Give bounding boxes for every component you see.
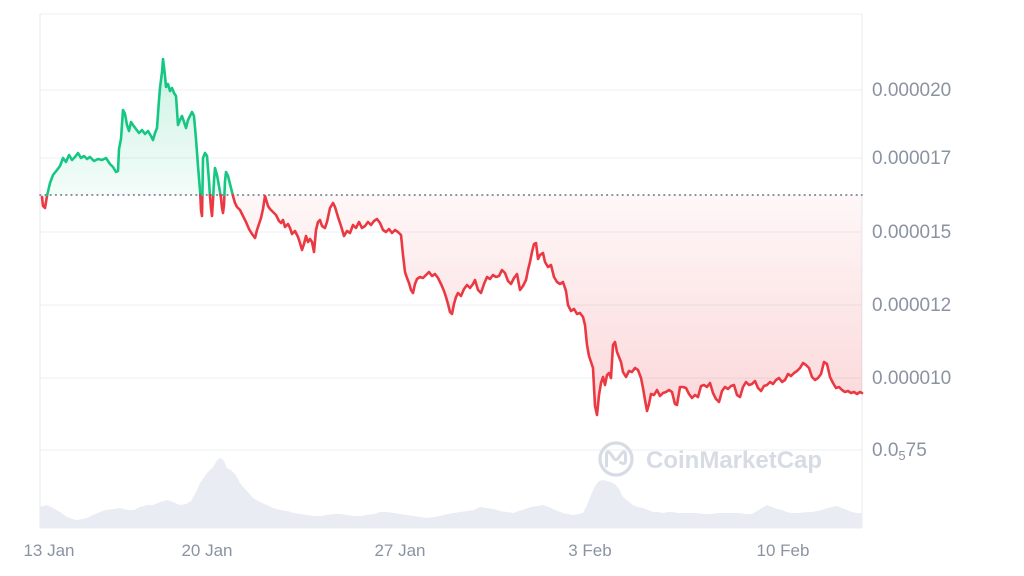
x-axis-label: 10 Feb bbox=[757, 541, 810, 560]
price-line-up-segment bbox=[201, 151, 212, 197]
x-axis-label: 3 Feb bbox=[568, 541, 611, 560]
coinmarketcap-watermark: CoinMarketCap bbox=[598, 441, 822, 477]
x-axis-label: 13 Jan bbox=[23, 541, 74, 560]
volume-area bbox=[40, 458, 862, 528]
price-line-down-segment bbox=[208, 193, 215, 218]
coinmarketcap-logo-icon bbox=[598, 441, 634, 477]
price-area-above-baseline bbox=[47, 59, 201, 195]
x-axis-label: 20 Jan bbox=[181, 541, 232, 560]
y-axis-label: 0.000012 bbox=[872, 295, 951, 316]
x-axis-label: 27 Jan bbox=[374, 541, 425, 560]
y-axis-label: 0.000015 bbox=[872, 222, 951, 243]
price-line-down-segment bbox=[199, 193, 204, 218]
price-line-down-segment bbox=[231, 193, 864, 417]
y-axis-label: 0.000020 bbox=[872, 80, 951, 101]
y-axis-label: 0.0575 bbox=[872, 440, 927, 463]
price-line-up-segment bbox=[212, 166, 222, 197]
coinmarketcap-watermark-text: CoinMarketCap bbox=[646, 447, 822, 474]
y-axis-label: 0.000010 bbox=[872, 368, 951, 389]
price-line-down-segment bbox=[219, 193, 226, 215]
price-line-up-segment bbox=[45, 57, 202, 197]
y-axis-label: 0.000017 bbox=[872, 148, 951, 169]
chart-layers: 0.000020 0.000017 0.000015 0.000012 0.000010… bbox=[23, 13, 951, 560]
price-line-up-segment bbox=[223, 170, 235, 197]
price-area-below-baseline bbox=[232, 195, 863, 415]
coinmarketcap-logo-m-glyph bbox=[605, 450, 627, 468]
